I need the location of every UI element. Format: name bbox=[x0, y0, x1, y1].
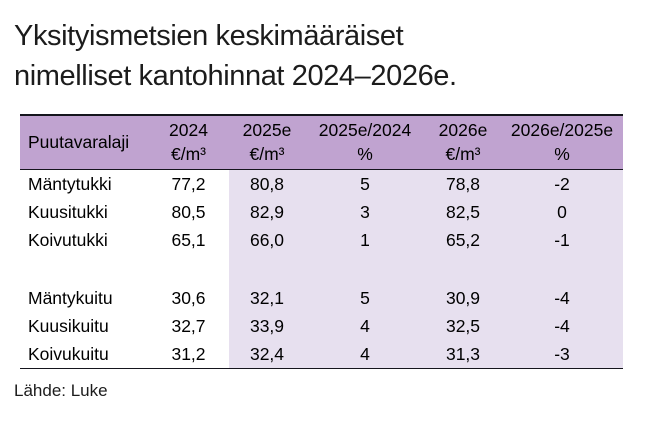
cell-2025e-2024: 5 bbox=[305, 169, 425, 198]
cell-2025e-2024: 3 bbox=[305, 198, 425, 226]
row-label bbox=[20, 254, 148, 284]
cell-2025e-2024: 1 bbox=[305, 226, 425, 254]
column-header-2026e: 2026e €/m³ bbox=[425, 114, 501, 170]
figure-title-line1: Yksityismetsien keskimääräiset bbox=[14, 20, 404, 52]
cell-2024: 80,5 bbox=[171, 202, 206, 222]
cell-2026e: 30,9 bbox=[425, 284, 501, 312]
column-header-2025e-2024: 2025e/2024 % bbox=[305, 114, 425, 170]
column-unit: €/m³ bbox=[171, 144, 206, 164]
row-label: Mäntykuitu bbox=[28, 288, 113, 308]
cell-2026e: 32,5 bbox=[425, 312, 501, 340]
column-header-puutavaralaji: Puutavaralaji bbox=[20, 114, 148, 170]
column-unit: % bbox=[357, 144, 373, 164]
column-label: 2026e bbox=[438, 120, 488, 140]
row-label: Kuusikuitu bbox=[28, 316, 109, 336]
cell-2026e-2025e: -1 bbox=[501, 226, 623, 254]
column-label: 2026e/2025e bbox=[510, 120, 614, 140]
cell-2025e-2024: 5 bbox=[305, 284, 425, 312]
table-row-koivukuitu: Koivukuitu 31,2 32,4 4 31,3 -3 bbox=[20, 340, 623, 369]
column-header-2024: 2024 €/m³ bbox=[148, 114, 229, 170]
table-header: Puutavaralaji 2024 €/m³ 2025e €/m³ 2025e… bbox=[20, 114, 623, 170]
cell-2025e: 33,9 bbox=[229, 312, 305, 340]
column-label: Puutavaralaji bbox=[28, 132, 130, 152]
row-label: Mäntytukki bbox=[28, 174, 112, 194]
column-label: 2025e/2024 bbox=[318, 120, 412, 140]
source-note: Lähde: Luke bbox=[14, 381, 108, 400]
cell-2024: 32,7 bbox=[171, 316, 206, 336]
cell-2025e: 32,1 bbox=[229, 284, 305, 312]
cell-2026e: 65,2 bbox=[425, 226, 501, 254]
column-header-2025e: 2025e €/m³ bbox=[229, 114, 305, 170]
figure-title: Yksityismetsien keskimääräiset nimellise… bbox=[14, 16, 634, 96]
table-header-row: Puutavaralaji 2024 €/m³ 2025e €/m³ 2025e… bbox=[20, 114, 623, 170]
cell-2024: 77,2 bbox=[171, 174, 206, 194]
column-unit: % bbox=[554, 144, 570, 164]
cell-2025e: 80,8 bbox=[229, 169, 305, 198]
cell-2026e-2025e: 0 bbox=[501, 198, 623, 226]
cell-2025e: 66,0 bbox=[229, 226, 305, 254]
cell-2026e: 78,8 bbox=[425, 169, 501, 198]
column-label: 2025e bbox=[242, 120, 292, 140]
table-body: Mäntytukki 77,2 80,8 5 78,8 -2 Kuusitukk… bbox=[20, 169, 623, 369]
cell-2026e-2025e: -2 bbox=[501, 169, 623, 198]
column-header-2026e-2025e: 2026e/2025e % bbox=[501, 114, 623, 170]
column-label: 2024 bbox=[169, 120, 208, 140]
stumpage-price-table: Puutavaralaji 2024 €/m³ 2025e €/m³ 2025e… bbox=[20, 114, 623, 369]
table-row-kuusitukki: Kuusitukki 80,5 82,9 3 82,5 0 bbox=[20, 198, 623, 226]
table-row-mantytukki: Mäntytukki 77,2 80,8 5 78,8 -2 bbox=[20, 169, 623, 198]
cell-2024: 30,6 bbox=[171, 288, 206, 308]
cell-2024: 31,2 bbox=[148, 340, 229, 369]
table-row-spacer bbox=[20, 254, 623, 284]
cell-2025e-2024: 4 bbox=[305, 312, 425, 340]
row-label: Koivukuitu bbox=[20, 340, 148, 369]
cell-2026e: 82,5 bbox=[425, 198, 501, 226]
cell-2026e-2025e: -4 bbox=[501, 312, 623, 340]
cell-2026e-2025e bbox=[501, 254, 623, 284]
cell-2026e-2025e: -4 bbox=[501, 284, 623, 312]
table-row-koivutukki: Koivutukki 65,1 66,0 1 65,2 -1 bbox=[20, 226, 623, 254]
cell-2025e-2024: 4 bbox=[305, 340, 425, 369]
figure-title-line2: nimelliset kantohinnat 2024–2026e. bbox=[14, 60, 457, 92]
cell-2024 bbox=[148, 254, 229, 284]
table-row-mantykuitu: Mäntykuitu 30,6 32,1 5 30,9 -4 bbox=[20, 284, 623, 312]
cell-2025e: 32,4 bbox=[229, 340, 305, 369]
row-label: Kuusitukki bbox=[28, 202, 108, 222]
table-row-kuusikuitu: Kuusikuitu 32,7 33,9 4 32,5 -4 bbox=[20, 312, 623, 340]
cell-2025e-2024 bbox=[305, 254, 425, 284]
cell-2025e: 82,9 bbox=[229, 198, 305, 226]
cell-2026e bbox=[425, 254, 501, 284]
column-unit: €/m³ bbox=[249, 144, 285, 164]
row-label: Koivutukki bbox=[28, 230, 108, 250]
cell-2026e-2025e: -3 bbox=[501, 340, 623, 369]
cell-2025e bbox=[229, 254, 305, 284]
cell-2026e: 31,3 bbox=[425, 340, 501, 369]
cell-2024: 65,1 bbox=[171, 230, 206, 250]
column-unit: €/m³ bbox=[445, 144, 481, 164]
